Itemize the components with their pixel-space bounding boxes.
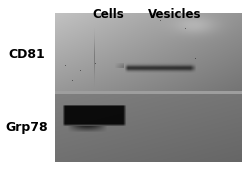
- Text: Grp78: Grp78: [6, 122, 48, 135]
- Text: CD81: CD81: [9, 49, 45, 62]
- Text: Vesicles: Vesicles: [148, 8, 202, 21]
- Text: Cells: Cells: [92, 8, 124, 21]
